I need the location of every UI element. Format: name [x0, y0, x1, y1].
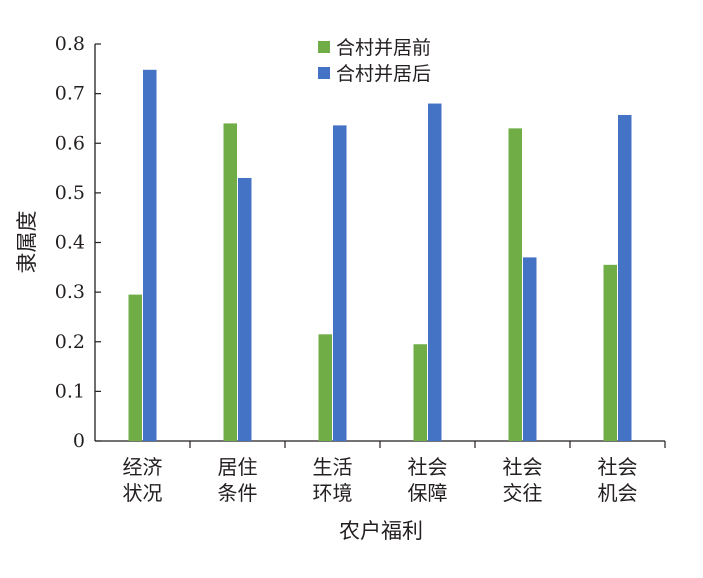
- bar-before: [603, 264, 617, 441]
- legend-label: 合村并居前: [336, 37, 431, 59]
- bar-before: [413, 344, 427, 441]
- y-tick-label: 0.3: [55, 281, 85, 303]
- x-category-label: 保障: [408, 481, 448, 505]
- bar-before: [128, 294, 142, 441]
- y-tick-label: 0.2: [55, 331, 85, 353]
- x-category-label: 状况: [123, 481, 163, 505]
- bar-after: [523, 257, 537, 441]
- bar-before: [223, 123, 237, 442]
- labels: 00.10.20.30.40.50.60.70.8经济状况居住条件生活环境社会保…: [55, 33, 638, 505]
- x-category-label: 条件: [218, 481, 258, 505]
- y-tick-label: 0.7: [55, 83, 85, 105]
- y-tick-label: 0.5: [55, 182, 85, 204]
- x-category-label: 居住: [218, 455, 258, 479]
- x-category-label: 社会: [598, 455, 638, 479]
- y-tick-label: 0.8: [55, 33, 85, 55]
- legend-label: 合村并居后: [336, 63, 431, 85]
- bar-after: [428, 103, 442, 442]
- x-category-label: 生活: [313, 455, 353, 479]
- x-category-label: 社会: [408, 455, 448, 479]
- x-category-label: 社会: [503, 455, 543, 479]
- bars: [128, 69, 632, 442]
- x-category-label: 经济: [123, 455, 163, 479]
- y-axis-title: 隶属度: [15, 211, 39, 274]
- legend-swatch: [318, 41, 330, 53]
- bar-after: [333, 125, 347, 441]
- bar-after: [238, 177, 252, 442]
- y-tick-label: 0.1: [55, 380, 85, 402]
- bar-after: [143, 69, 157, 442]
- x-category-label: 交往: [503, 481, 543, 505]
- x-axis-title: 农户福利: [339, 519, 423, 543]
- bar-after: [618, 114, 632, 442]
- y-tick-label: 0.6: [55, 132, 85, 154]
- x-category-label: 机会: [598, 481, 638, 505]
- bar-before: [508, 128, 522, 442]
- axes: [94, 43, 666, 448]
- legend-swatch: [318, 67, 330, 79]
- y-tick-label: 0: [73, 430, 85, 452]
- bar-before: [318, 334, 332, 441]
- x-category-label: 环境: [313, 481, 353, 505]
- y-tick-label: 0.4: [55, 232, 85, 254]
